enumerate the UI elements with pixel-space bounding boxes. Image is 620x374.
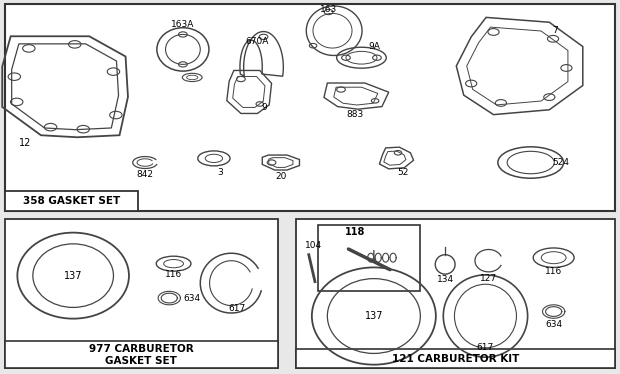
- Text: 137: 137: [365, 311, 383, 321]
- Text: 842: 842: [136, 171, 154, 180]
- Text: 977 CARBURETOR
GASKET SET: 977 CARBURETOR GASKET SET: [89, 344, 193, 366]
- Bar: [5, 341, 278, 368]
- Text: 52: 52: [397, 168, 409, 177]
- Bar: [5, 191, 138, 211]
- Text: 121 CARBURETOR KIT: 121 CARBURETOR KIT: [392, 354, 520, 364]
- Text: 137: 137: [64, 271, 82, 280]
- Text: 634: 634: [545, 320, 562, 329]
- Text: 9: 9: [262, 103, 268, 112]
- Text: 134: 134: [436, 275, 454, 284]
- Text: eReplacementParts.com: eReplacementParts.com: [255, 142, 365, 151]
- Text: 358 GASKET SET: 358 GASKET SET: [23, 196, 120, 206]
- Text: 116: 116: [165, 270, 182, 279]
- Text: 617: 617: [477, 343, 494, 352]
- Text: 116: 116: [545, 267, 562, 276]
- Bar: [5, 4, 615, 211]
- Bar: [5, 219, 278, 368]
- Text: 617: 617: [229, 304, 246, 313]
- Text: 3: 3: [217, 168, 223, 177]
- Text: 163A: 163A: [171, 20, 195, 29]
- Text: 104: 104: [305, 241, 322, 250]
- Text: 118: 118: [345, 227, 365, 236]
- Text: 7: 7: [552, 26, 558, 35]
- Text: 127: 127: [480, 274, 497, 283]
- Text: 670A: 670A: [246, 37, 269, 46]
- Text: 9A: 9A: [368, 42, 380, 51]
- Text: 524: 524: [552, 158, 570, 167]
- Text: 634: 634: [183, 294, 200, 303]
- Bar: [296, 349, 615, 368]
- Text: 12: 12: [19, 138, 31, 148]
- Bar: [318, 225, 420, 291]
- Bar: [296, 219, 615, 368]
- Text: 883: 883: [346, 110, 363, 119]
- Text: 163: 163: [320, 6, 337, 15]
- Text: 20: 20: [275, 172, 286, 181]
